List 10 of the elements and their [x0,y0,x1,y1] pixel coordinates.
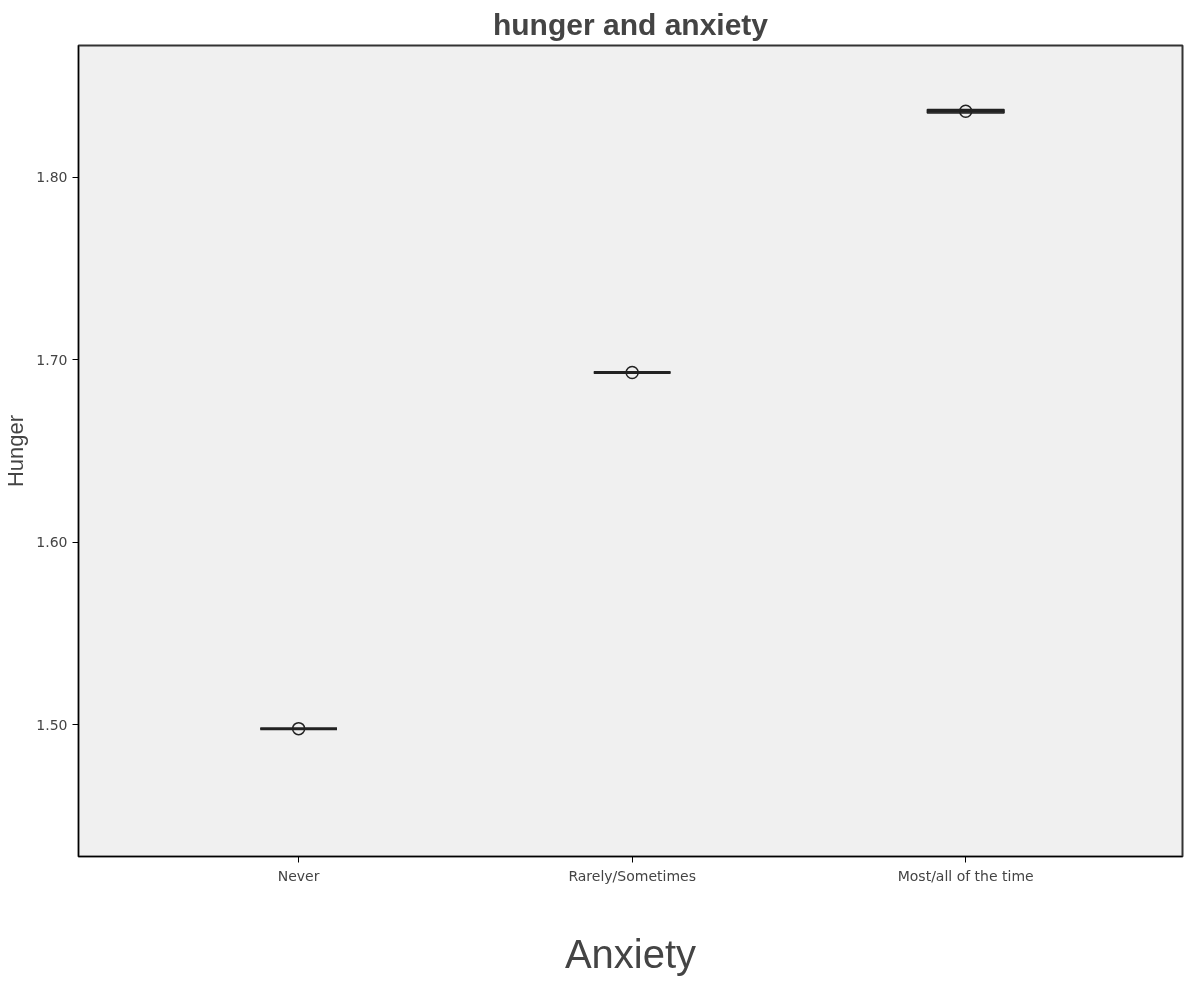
x-tick-label: Rarely/Sometimes [568,867,696,884]
y-tick-label: 1.60 [36,534,68,551]
y-tick-label: 1.80 [36,169,68,186]
y-tick-label: 1.70 [36,351,68,368]
x-tick-label: Never [277,867,320,884]
y-tick-label: 1.50 [36,716,68,733]
x-axis-title: Anxiety [564,931,697,976]
y-axis-title: Hunger [3,414,29,488]
chart-title: hunger and anxiety [492,7,769,41]
x-tick-label: Most/all of the time [897,867,1034,884]
